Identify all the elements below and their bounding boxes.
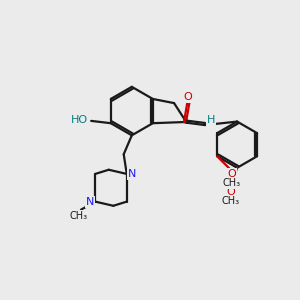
Text: H: H [207,115,215,125]
Text: O: O [183,92,192,102]
Text: CH₃: CH₃ [222,196,240,206]
Text: CH₃: CH₃ [223,178,241,188]
Text: HO: HO [71,116,88,125]
Text: O: O [226,187,235,196]
Text: N: N [86,196,94,207]
Text: O: O [227,169,236,179]
Text: CH₃: CH₃ [70,211,88,221]
Text: N: N [128,169,136,179]
